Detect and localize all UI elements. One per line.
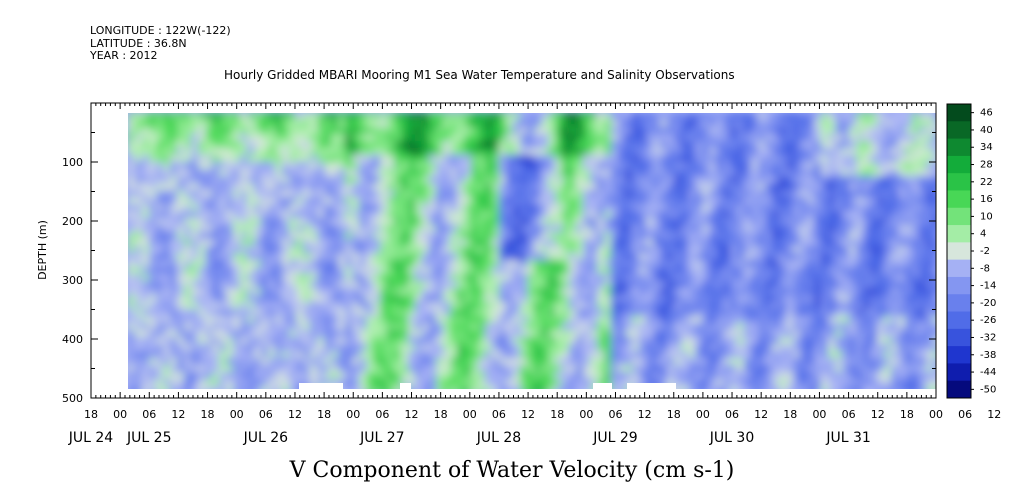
x-tick-label: 12 [288,408,302,421]
colorbar-label: 46 [980,108,993,119]
x-tick-label: 12 [871,408,885,421]
colorbar-swatch [947,190,971,209]
x-tick-label: 06 [608,408,622,421]
x-tick-label: 18 [900,408,914,421]
colorbar-label: 16 [980,194,993,205]
x-date-label: JUL 30 [709,430,754,446]
x-tick-label: 00 [346,408,360,421]
x-date-label: JUL 27 [359,430,404,446]
x-tick-label: 06 [259,408,273,421]
x-date-label: JUL 26 [243,430,289,446]
colorbar-label: -20 [980,298,996,309]
chart-title: Hourly Gridded MBARI Mooring M1 Sea Wate… [224,68,735,82]
colorbar-label: 10 [980,211,993,222]
colorbar-label: 4 [980,229,986,240]
x-tick-label: 12 [521,408,535,421]
header-year: YEAR : 2012 [90,49,158,62]
x-tick-label: 06 [492,408,506,421]
colorbar-label: -26 [980,315,996,326]
colorbar-label: -38 [980,350,996,361]
colorbar-swatch [947,242,971,261]
x-tick-label: 00 [463,408,477,421]
colorbar-label: -14 [980,281,996,292]
colorbar-swatch [947,104,971,122]
y-tick-label: 500 [62,392,83,405]
x-date-label: JUL 29 [592,430,637,446]
colorbar-swatch [947,259,971,278]
x-tick-label: 00 [113,408,127,421]
x-tick-label: 06 [725,408,739,421]
x-tick-label: 06 [842,408,856,421]
colorbar-label: 34 [980,142,993,153]
header-longitude: LONGITUDE : 122W(-122) [90,24,231,37]
x-tick-label: 18 [201,408,215,421]
x-tick-label: 12 [405,408,419,421]
x-tick-label: 18 [550,408,564,421]
x-tick-label: 00 [696,408,710,421]
y-tick-label: 300 [62,274,83,287]
colorbar-swatch [947,155,971,174]
x-tick-label: 18 [783,408,797,421]
x-tick-label: 18 [667,408,681,421]
colorbar-swatch [947,121,971,140]
colorbar-swatch [947,294,971,313]
colorbar-swatch [947,380,971,399]
y-tick-label: 100 [62,156,83,169]
colorbar-swatch [947,311,971,330]
x-tick-label: 12 [754,408,768,421]
x-tick-label: 00 [929,408,943,421]
colorbar-label: 40 [980,125,993,136]
colorbar-swatch [947,225,971,243]
colorbar-swatch [947,328,971,347]
x-tick-label: 00 [812,408,826,421]
x-tick-label: 18 [84,408,98,421]
colorbar-swatch [947,138,971,157]
x-date-label: JUL 25 [126,430,171,446]
y-tick-label: 400 [62,333,83,346]
x-tick-label: 00 [230,408,244,421]
colorbar-swatch [947,276,971,295]
colorbar-label: -44 [980,367,996,378]
x-date-label: JUL 31 [825,430,870,446]
x-tick-label: 18 [434,408,448,421]
y-axis-label: DEPTH (m) [36,220,49,280]
x-tick-label: 06 [375,408,389,421]
x-tick-label: 06 [958,408,972,421]
colorbar-swatch [947,363,971,382]
colorbar-label: -50 [980,384,996,395]
colorbar-swatch [947,207,971,226]
colorbar-label: 28 [980,160,993,171]
x-tick-label: 00 [579,408,593,421]
heatmap-field [128,113,936,389]
colorbar-label: 22 [980,177,993,188]
x-tick-label: 12 [638,408,652,421]
chart-subtitle: V Component of Water Velocity (cm s-1) [289,458,735,483]
colorbar-label: -2 [980,246,990,257]
colorbar-label: -32 [980,332,996,343]
x-tick-label: 06 [142,408,156,421]
colorbar-swatch [947,173,971,191]
colorbar-label: -8 [980,263,990,274]
x-date-label: JUL 28 [476,430,521,446]
colorbar-swatch [947,346,971,364]
x-tick-label: 12 [171,408,185,421]
x-date-label: JUL 24 [68,430,114,446]
header-latitude: LATITUDE : 36.8N [90,37,187,50]
x-tick-label: 12 [987,408,1001,421]
y-tick-label: 200 [62,215,83,228]
x-tick-label: 18 [317,408,331,421]
